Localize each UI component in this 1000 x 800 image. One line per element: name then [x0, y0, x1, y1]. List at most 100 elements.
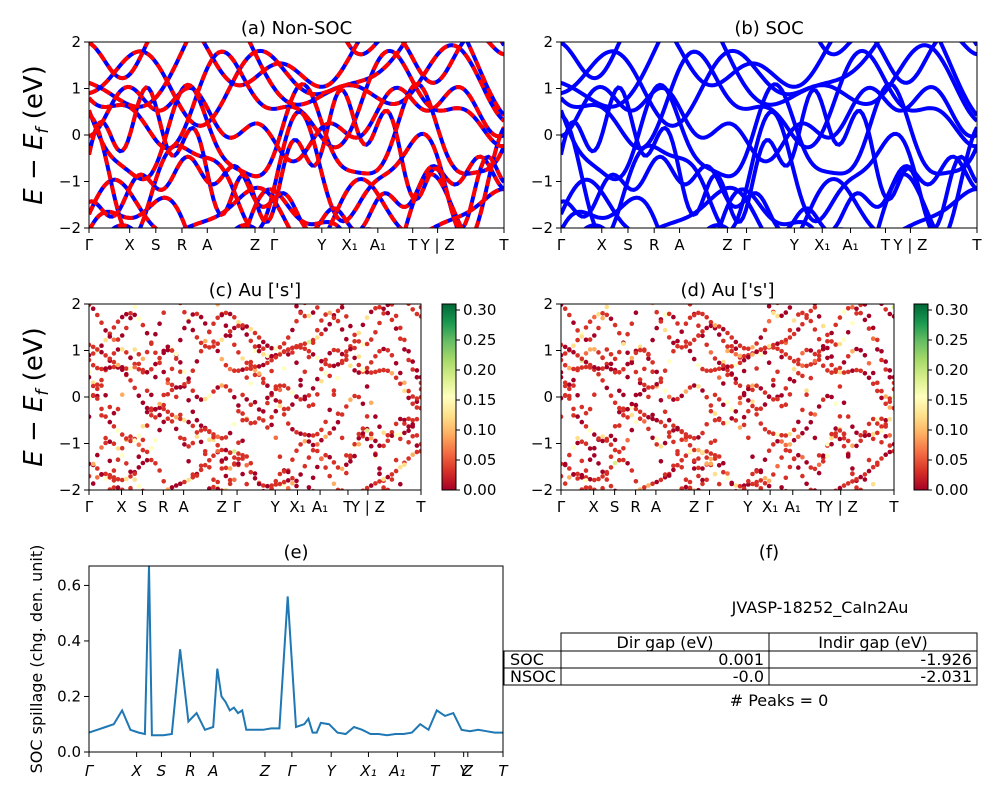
proj-d-point [816, 314, 822, 319]
proj-d-point [608, 465, 614, 470]
proj-c-point [173, 426, 179, 432]
proj-c-point [265, 360, 270, 366]
proj-c-point [377, 524, 382, 529]
proj-d-point [837, 369, 843, 375]
proj-d-point [683, 339, 689, 345]
proj-d-point [741, 353, 747, 359]
proj-d-point [687, 449, 693, 454]
x-tick-label: Z [689, 498, 699, 516]
proj-d-point [804, 426, 809, 431]
proj-d-point [625, 350, 630, 356]
proj-c-point [173, 385, 179, 390]
proj-c-point [248, 420, 254, 426]
proj-d-point [608, 393, 614, 399]
proj-d-point [687, 341, 693, 347]
proj-d-point [583, 468, 589, 473]
proj-d-point [787, 355, 793, 361]
proj-c-point [310, 433, 316, 438]
proj-d-point [666, 434, 672, 439]
proj-d-point [630, 276, 635, 281]
proj-c-point [157, 491, 162, 496]
cb-tick-label: 0.15 [463, 391, 496, 409]
proj-d-point [879, 395, 884, 401]
proj-c-point [244, 530, 249, 535]
proj-d-point [812, 412, 818, 417]
proj-d-point [887, 399, 893, 405]
proj-c-point [194, 473, 200, 478]
proj-d-point [596, 291, 601, 296]
proj-d-point [862, 353, 868, 358]
proj-c-point [339, 358, 345, 364]
proj-c-point [211, 344, 216, 349]
proj-d-point [687, 385, 693, 390]
y-tick-label: 0.0 [57, 743, 81, 761]
proj-c-point [228, 262, 233, 267]
x-tick-label: T [407, 236, 418, 254]
proj-d-point [821, 286, 826, 291]
proj-c-point [302, 346, 308, 352]
y-tick-label: 1 [71, 80, 81, 98]
proj-d-point [608, 442, 614, 448]
proj-d-point [596, 436, 601, 441]
proj-c-point [153, 361, 158, 367]
proj-c-point [149, 536, 154, 541]
proj-d-point [733, 418, 739, 423]
proj-c-point [281, 479, 287, 485]
x-tick-label: S [157, 762, 167, 780]
band-blue-11 [201, 42, 504, 89]
dir-gap: -0.0 [733, 667, 764, 686]
proj-d-point [854, 485, 859, 490]
proj-d-point [613, 521, 618, 526]
proj-d-point [687, 315, 693, 321]
proj-d-point [642, 544, 647, 549]
plot-area [89, 42, 504, 228]
proj-d-point [858, 348, 863, 353]
proj-d-point [662, 388, 668, 394]
proj-d-point [667, 264, 672, 269]
proj-d-point [567, 365, 572, 371]
proj-c-point [282, 523, 287, 528]
proj-c-point [303, 522, 308, 527]
proj-d-point [571, 383, 576, 388]
proj-d-point [825, 453, 830, 459]
band-blue-7 [89, 84, 504, 164]
proj-d-point [883, 359, 888, 364]
proj-d-point [600, 311, 605, 316]
proj-c-point [223, 362, 229, 368]
proj-d-point [867, 503, 872, 508]
proj-d-point [879, 357, 884, 363]
proj-c-point [99, 377, 104, 383]
proj-c-point [302, 432, 308, 437]
proj-d-point [654, 382, 659, 387]
proj-c-point [389, 430, 395, 435]
proj-c-point [406, 304, 411, 307]
proj-d-point [833, 401, 838, 407]
proj-d-point [721, 363, 726, 368]
proj-c-point [319, 358, 324, 364]
proj-d-point [771, 377, 776, 383]
proj-d-point [808, 487, 814, 490]
proj-d-point [891, 305, 894, 310]
proj-c-point [373, 481, 378, 486]
colorbar-bar [913, 303, 929, 491]
proj-c-point [169, 366, 175, 372]
proj-c-point [393, 375, 399, 381]
proj-d-point [746, 435, 751, 441]
proj-d-point [658, 379, 664, 385]
band-soc-3 [561, 154, 977, 228]
proj-c-point [223, 465, 229, 471]
cb-tick-label: 0.10 [463, 421, 496, 439]
table-row [503, 667, 978, 686]
proj-c-point [182, 267, 187, 272]
proj-c-point [99, 472, 104, 477]
proj-c-point [157, 468, 162, 473]
proj-d-point [891, 314, 894, 319]
proj-c-point [190, 312, 196, 317]
proj-d-point [637, 416, 643, 422]
proj-c-point [161, 310, 166, 316]
proj-d-point [725, 262, 730, 267]
proj-d-point [870, 325, 876, 331]
proj-d-point [833, 488, 838, 490]
proj-c-point [331, 481, 337, 487]
